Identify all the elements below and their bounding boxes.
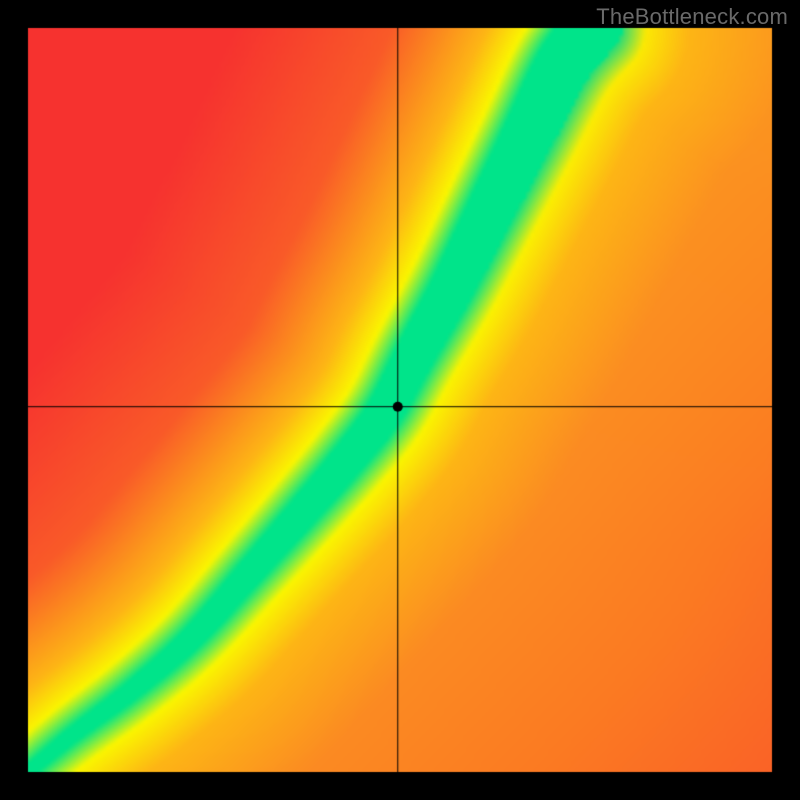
watermark-text: TheBottleneck.com <box>596 4 788 30</box>
chart-container: TheBottleneck.com <box>0 0 800 800</box>
heatmap-canvas <box>0 0 800 800</box>
